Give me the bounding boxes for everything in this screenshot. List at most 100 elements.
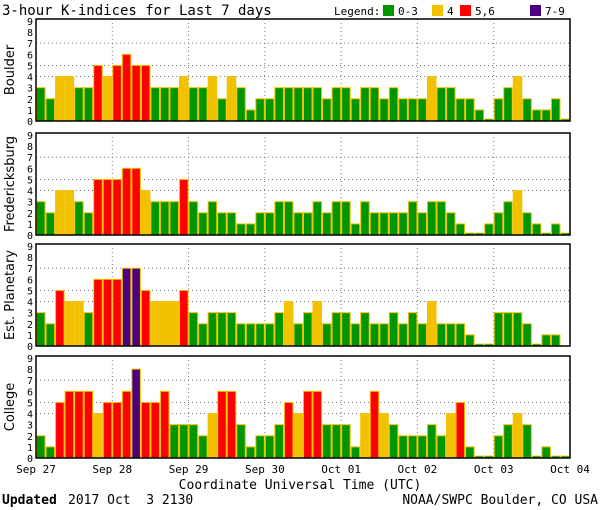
bar [293, 323, 304, 347]
bar [207, 201, 218, 236]
bar [465, 334, 475, 347]
bar [121, 267, 132, 347]
y-tick-label: 4 [27, 410, 33, 421]
bar [303, 312, 313, 347]
bar [283, 201, 294, 236]
bar [255, 323, 265, 347]
bar [140, 190, 151, 236]
bar [331, 312, 342, 347]
bar [74, 201, 84, 236]
y-tick-label: 8 [27, 142, 33, 153]
bar [407, 201, 418, 236]
bar [55, 289, 65, 347]
bar [226, 212, 237, 236]
bar [255, 98, 265, 122]
x-tick-label: Sep 27 [16, 463, 56, 476]
bar [303, 212, 313, 236]
bar [45, 446, 56, 459]
y-tick-label: 8 [27, 365, 33, 376]
bar [169, 87, 180, 122]
bar [407, 435, 418, 459]
bar [369, 212, 380, 236]
bar [465, 98, 475, 122]
bar [121, 53, 132, 122]
x-axis-label: Coordinate Universal Time (UTC) [179, 478, 422, 493]
bar [226, 76, 237, 122]
bar [550, 334, 561, 347]
bar [293, 87, 304, 122]
bar [55, 76, 65, 122]
y-tick-label: 9 [27, 131, 33, 142]
bar [350, 98, 361, 122]
bar [322, 424, 332, 459]
panel-label: Fredericksburg [3, 136, 18, 232]
bar [179, 424, 189, 459]
bar [131, 64, 141, 122]
bar [331, 201, 342, 236]
y-tick-label: 7 [27, 153, 33, 164]
bar [226, 390, 237, 459]
bar [188, 87, 199, 122]
bar [264, 98, 275, 122]
bar [398, 435, 408, 459]
bar [83, 312, 94, 347]
bar [140, 64, 151, 122]
bar [217, 212, 227, 236]
bar [102, 76, 113, 122]
bar [131, 267, 141, 347]
bar [188, 201, 199, 236]
bar [360, 87, 370, 122]
bar [341, 424, 351, 459]
bar [198, 87, 208, 122]
bar [159, 87, 170, 122]
bar [503, 87, 513, 122]
bar [379, 413, 389, 459]
y-tick-label: 9 [27, 354, 33, 365]
x-axis-ticks: Sep 27 Sep 28 Sep 29 Sep 30 Oct 01 Oct 02 Oct … [16, 463, 590, 476]
bar [245, 109, 256, 122]
bar [45, 323, 56, 347]
y-tick-label: 9 [27, 17, 33, 28]
y-tick-label: 4 [27, 73, 33, 84]
bar [293, 212, 304, 236]
bar [236, 223, 246, 236]
bar [522, 98, 532, 122]
bar [312, 390, 323, 459]
updated-value: 2017 Oct 3 2130 [68, 493, 193, 508]
y-tick-label: 6 [27, 50, 33, 61]
bar [465, 446, 475, 459]
bar [274, 424, 284, 459]
y-tick-label: 7 [27, 376, 33, 387]
bar [541, 446, 551, 459]
bar [36, 87, 46, 122]
bar [322, 212, 332, 236]
bar [503, 312, 513, 347]
y-tick-label: 9 [27, 242, 33, 253]
bar [169, 424, 180, 459]
bar [74, 301, 84, 347]
bar [350, 323, 361, 347]
legend-item-label: 7-9 [545, 5, 565, 18]
bar [541, 109, 551, 122]
bar [379, 212, 389, 236]
y-tick-label: 1 [27, 106, 33, 117]
bar [150, 87, 160, 122]
bar [207, 312, 218, 347]
bar [217, 98, 227, 122]
bar [369, 323, 380, 347]
bar [102, 401, 113, 459]
bar [331, 87, 342, 122]
panel-frame [35, 243, 571, 347]
bar [159, 390, 170, 459]
bar [45, 98, 56, 122]
bar [83, 390, 94, 459]
y-tick-label: 4 [27, 187, 33, 198]
bar [236, 323, 246, 347]
panel-frame [35, 355, 571, 459]
bar [283, 401, 294, 459]
bar [159, 201, 170, 236]
bar [531, 223, 542, 236]
legend-item-label: 0-3 [398, 5, 418, 18]
